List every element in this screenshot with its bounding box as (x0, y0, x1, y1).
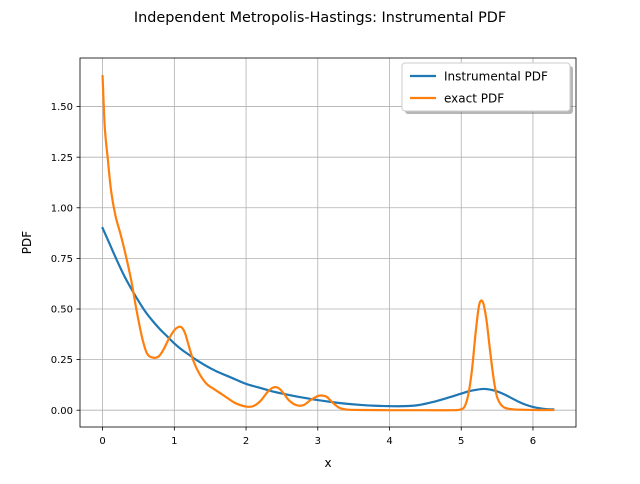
series-line-0 (101, 226, 555, 411)
x-tick-label: 0 (99, 436, 105, 447)
legend-label-1: exact PDF (444, 92, 504, 106)
plot-lines (101, 75, 555, 412)
x-tick-label: 5 (458, 436, 464, 447)
legend-label-0: Instrumental PDF (444, 70, 548, 84)
x-tick-label: 4 (386, 436, 392, 447)
legend-box (401, 62, 571, 112)
y-tick-label: 0.00 (51, 406, 73, 417)
legend: Instrumental PDF exact PDF (401, 62, 573, 114)
chart-title: Independent Metropolis-Hastings: Instrum… (134, 10, 506, 26)
series-line-1 (101, 75, 555, 412)
y-tick-label: 0.25 (51, 355, 73, 366)
x-tick-label: 2 (243, 436, 249, 447)
y-tick-label: 0.50 (51, 305, 73, 316)
y-axis-label: PDF (20, 231, 34, 254)
y-tick-label: 1.50 (51, 102, 73, 113)
x-axis-ticks: 0 1 2 3 4 5 6 (99, 427, 536, 447)
y-tick-label: 0.75 (51, 254, 73, 265)
x-axis-label: x (324, 456, 331, 470)
x-tick-label: 6 (530, 436, 536, 447)
plot-frame (79, 57, 577, 428)
y-axis-ticks: 0.00 0.25 0.50 0.75 1.00 1.25 1.50 (51, 102, 80, 417)
y-tick-label: 1.25 (51, 153, 73, 164)
y-tick-label: 1.00 (51, 203, 73, 214)
x-tick-label: 1 (171, 436, 177, 447)
x-tick-label: 3 (315, 436, 321, 447)
